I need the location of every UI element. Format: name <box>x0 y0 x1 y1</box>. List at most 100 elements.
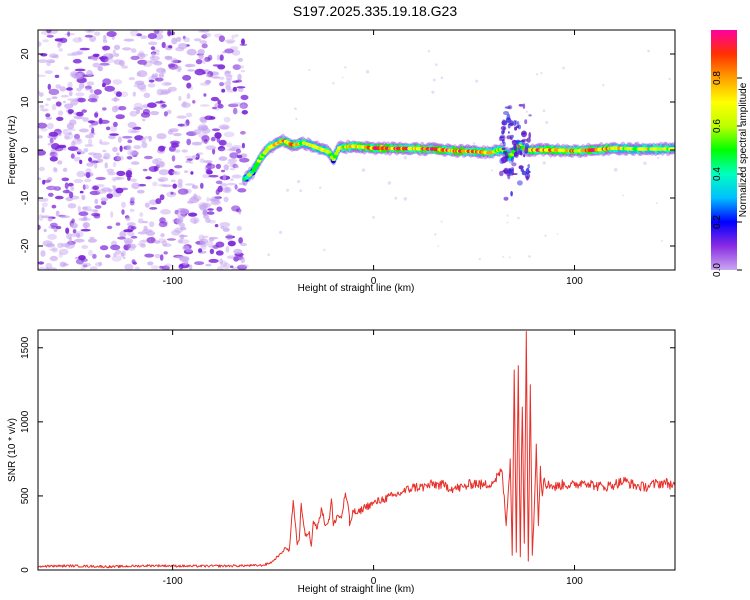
colorbar-ticks: 0.0 0.2 0.4 0.6 0.8 <box>712 71 742 277</box>
noise-blob <box>112 146 118 153</box>
noise-blob <box>99 245 109 251</box>
noise-blob <box>79 47 90 51</box>
burst-blob <box>527 164 530 169</box>
noise-blob <box>85 172 91 179</box>
noise-speck <box>267 253 271 256</box>
noise-blob <box>105 254 111 259</box>
noise-blob <box>89 236 95 240</box>
noise-blob <box>130 178 137 182</box>
noise-blob <box>226 77 232 83</box>
noise-blob <box>49 156 58 162</box>
noise-speck <box>655 202 658 205</box>
noise-blob <box>65 227 70 234</box>
noise-blob <box>127 156 133 160</box>
noise-speck <box>323 248 326 252</box>
noise-blob <box>119 60 125 67</box>
noise-blob <box>214 132 222 139</box>
noise-blob <box>216 206 223 212</box>
noise-blob <box>191 141 202 146</box>
noise-blob <box>177 65 182 72</box>
burst-blob <box>507 131 510 134</box>
noise-speck <box>344 66 347 69</box>
noise-speck <box>472 142 476 145</box>
noise-blob <box>180 256 190 261</box>
noise-blob <box>73 75 84 80</box>
noise-blob <box>182 35 186 40</box>
noise-blob <box>70 186 75 191</box>
noise-blob <box>40 127 48 132</box>
noise-speck <box>394 196 398 200</box>
noise-blob <box>58 252 63 258</box>
noise-blob <box>169 128 179 133</box>
noise-blob <box>204 115 214 121</box>
noise-blob <box>203 93 207 97</box>
noise-blob <box>231 34 235 40</box>
noise-blob <box>149 221 155 228</box>
noise-blob <box>126 145 132 151</box>
noise-blob <box>236 225 242 231</box>
noise-blob <box>120 187 129 191</box>
noise-blob <box>123 244 130 251</box>
noise-blob <box>79 190 84 194</box>
noise-blob <box>73 156 81 162</box>
noise-blob <box>139 212 144 217</box>
noise-blob <box>229 163 239 168</box>
noise-blob <box>143 92 151 99</box>
noise-blob <box>205 80 212 84</box>
noise-speck <box>372 216 375 219</box>
noise-blob <box>176 218 182 225</box>
noise-blob <box>207 219 216 224</box>
noise-blob <box>131 182 141 190</box>
noise-blob <box>60 94 69 98</box>
burst-blob <box>518 103 524 107</box>
noise-blob <box>74 68 86 72</box>
noise-blob <box>143 61 147 66</box>
noise-blob <box>62 189 71 194</box>
noise-blob <box>237 73 242 81</box>
noise-speck <box>528 255 531 258</box>
noise-blob <box>195 59 203 65</box>
noise-blob <box>109 133 119 136</box>
noise-blob <box>152 159 159 165</box>
noise-blob <box>64 135 70 140</box>
colorbar: 0.0 0.2 0.4 0.6 0.8 Normalized spectral ampl… <box>711 30 749 277</box>
snr-frame <box>37 329 676 571</box>
noise-blob <box>51 96 58 100</box>
noise-blob <box>106 193 113 199</box>
noise-blob <box>39 104 45 109</box>
noise-blob <box>218 76 225 80</box>
noise-blob <box>147 33 157 40</box>
noise-blob <box>140 112 151 118</box>
noise-blob <box>230 178 234 181</box>
burst-blob <box>509 147 514 151</box>
noise-blob <box>79 159 83 165</box>
noise-blob <box>220 260 228 268</box>
noise-blob <box>238 237 244 244</box>
noise-blob <box>150 46 156 51</box>
noise-blob <box>45 267 50 270</box>
noise-blob <box>77 205 82 213</box>
noise-blob <box>177 212 186 219</box>
x-tick-label: 0 <box>371 576 377 587</box>
noise-blob <box>46 97 52 101</box>
noise-speck <box>437 245 440 247</box>
noise-blob <box>54 38 64 42</box>
noise-blob <box>38 214 44 221</box>
noise-blob <box>156 67 166 74</box>
noise-blob <box>240 94 249 101</box>
noise-blob <box>181 149 188 153</box>
noise-blob <box>38 266 47 270</box>
noise-speck <box>308 69 311 71</box>
y-tick-label: 0 <box>20 147 31 153</box>
noise-blob <box>136 189 145 194</box>
noise-blob <box>136 33 143 37</box>
noise-blob <box>214 196 223 200</box>
noise-blob <box>71 140 76 147</box>
noise-blob <box>179 239 190 245</box>
noise-blob <box>208 174 219 178</box>
noise-blob <box>202 173 211 179</box>
noise-blob <box>68 191 74 199</box>
burst-blob <box>522 103 526 109</box>
burst-blob <box>516 141 519 146</box>
burst-blob <box>504 151 509 157</box>
